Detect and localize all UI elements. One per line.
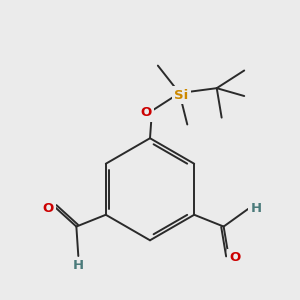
- Text: O: O: [42, 202, 53, 215]
- Text: Si: Si: [174, 88, 188, 101]
- Text: O: O: [230, 251, 241, 265]
- Text: H: H: [250, 202, 262, 215]
- Text: O: O: [140, 106, 152, 119]
- Text: H: H: [73, 259, 84, 272]
